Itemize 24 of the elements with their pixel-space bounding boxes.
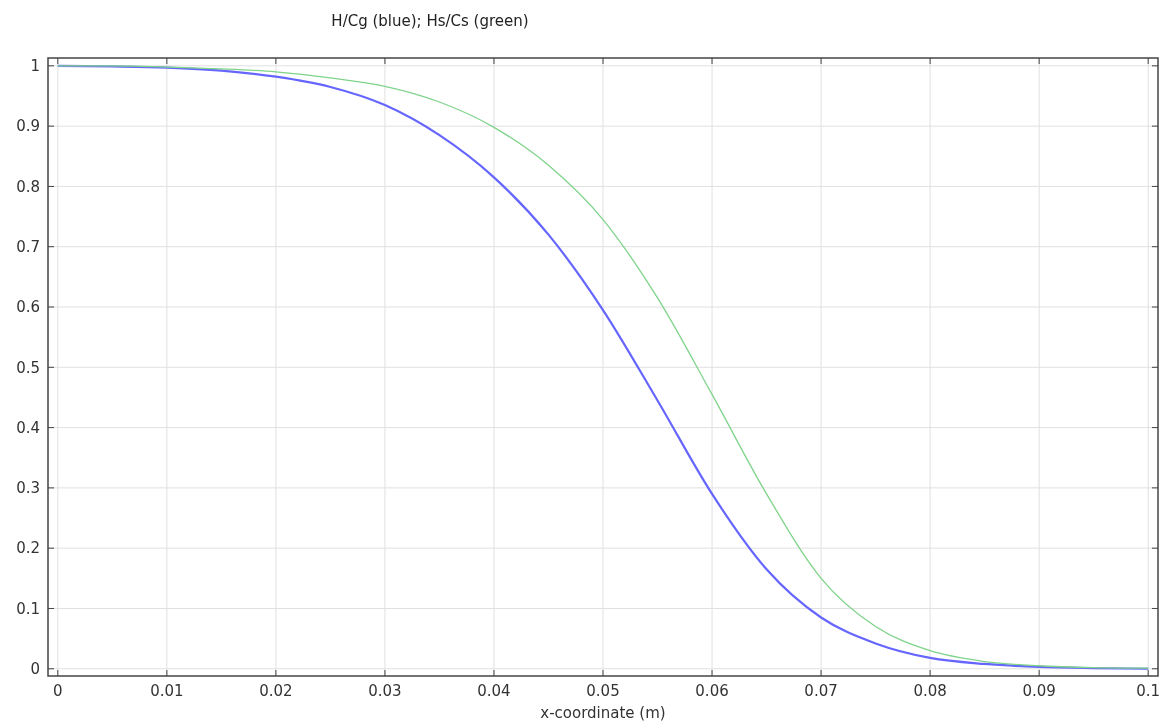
y-tick-label: 0.3 <box>16 479 40 498</box>
x-tick-label: 0.03 <box>368 682 402 700</box>
y-tick-label: 0.1 <box>16 599 40 618</box>
y-tick-label: 0.6 <box>16 298 40 317</box>
y-tick-label: 0.5 <box>16 358 40 377</box>
x-axis-title: x-coordinate (m) <box>540 704 666 722</box>
x-tick-label: 0.05 <box>586 682 620 700</box>
y-tick-label: 0.7 <box>16 237 40 256</box>
y-tick-label: 0.2 <box>16 539 40 558</box>
x-tick-label: 0.06 <box>695 682 729 700</box>
y-tick-label: 1 <box>30 57 40 76</box>
chart-title: H/Cg (blue); Hs/Cs (green) <box>331 12 529 30</box>
x-tick-label: 0.08 <box>913 682 947 700</box>
x-tick-label: 0.01 <box>150 682 184 700</box>
x-tick-label: 0 <box>53 682 63 700</box>
y-tick-label: 0.4 <box>16 418 40 437</box>
y-tick-label: 0.8 <box>16 177 40 196</box>
x-tick-label: 0.07 <box>804 682 838 700</box>
x-tick-label: 0.04 <box>477 682 511 700</box>
x-tick-label: 0.1 <box>1136 682 1161 700</box>
x-tick-label: 0.02 <box>259 682 293 700</box>
y-tick-label: 0.9 <box>16 117 40 136</box>
x-tick-label: 0.09 <box>1022 682 1056 700</box>
y-tick-label: 0 <box>30 660 40 679</box>
